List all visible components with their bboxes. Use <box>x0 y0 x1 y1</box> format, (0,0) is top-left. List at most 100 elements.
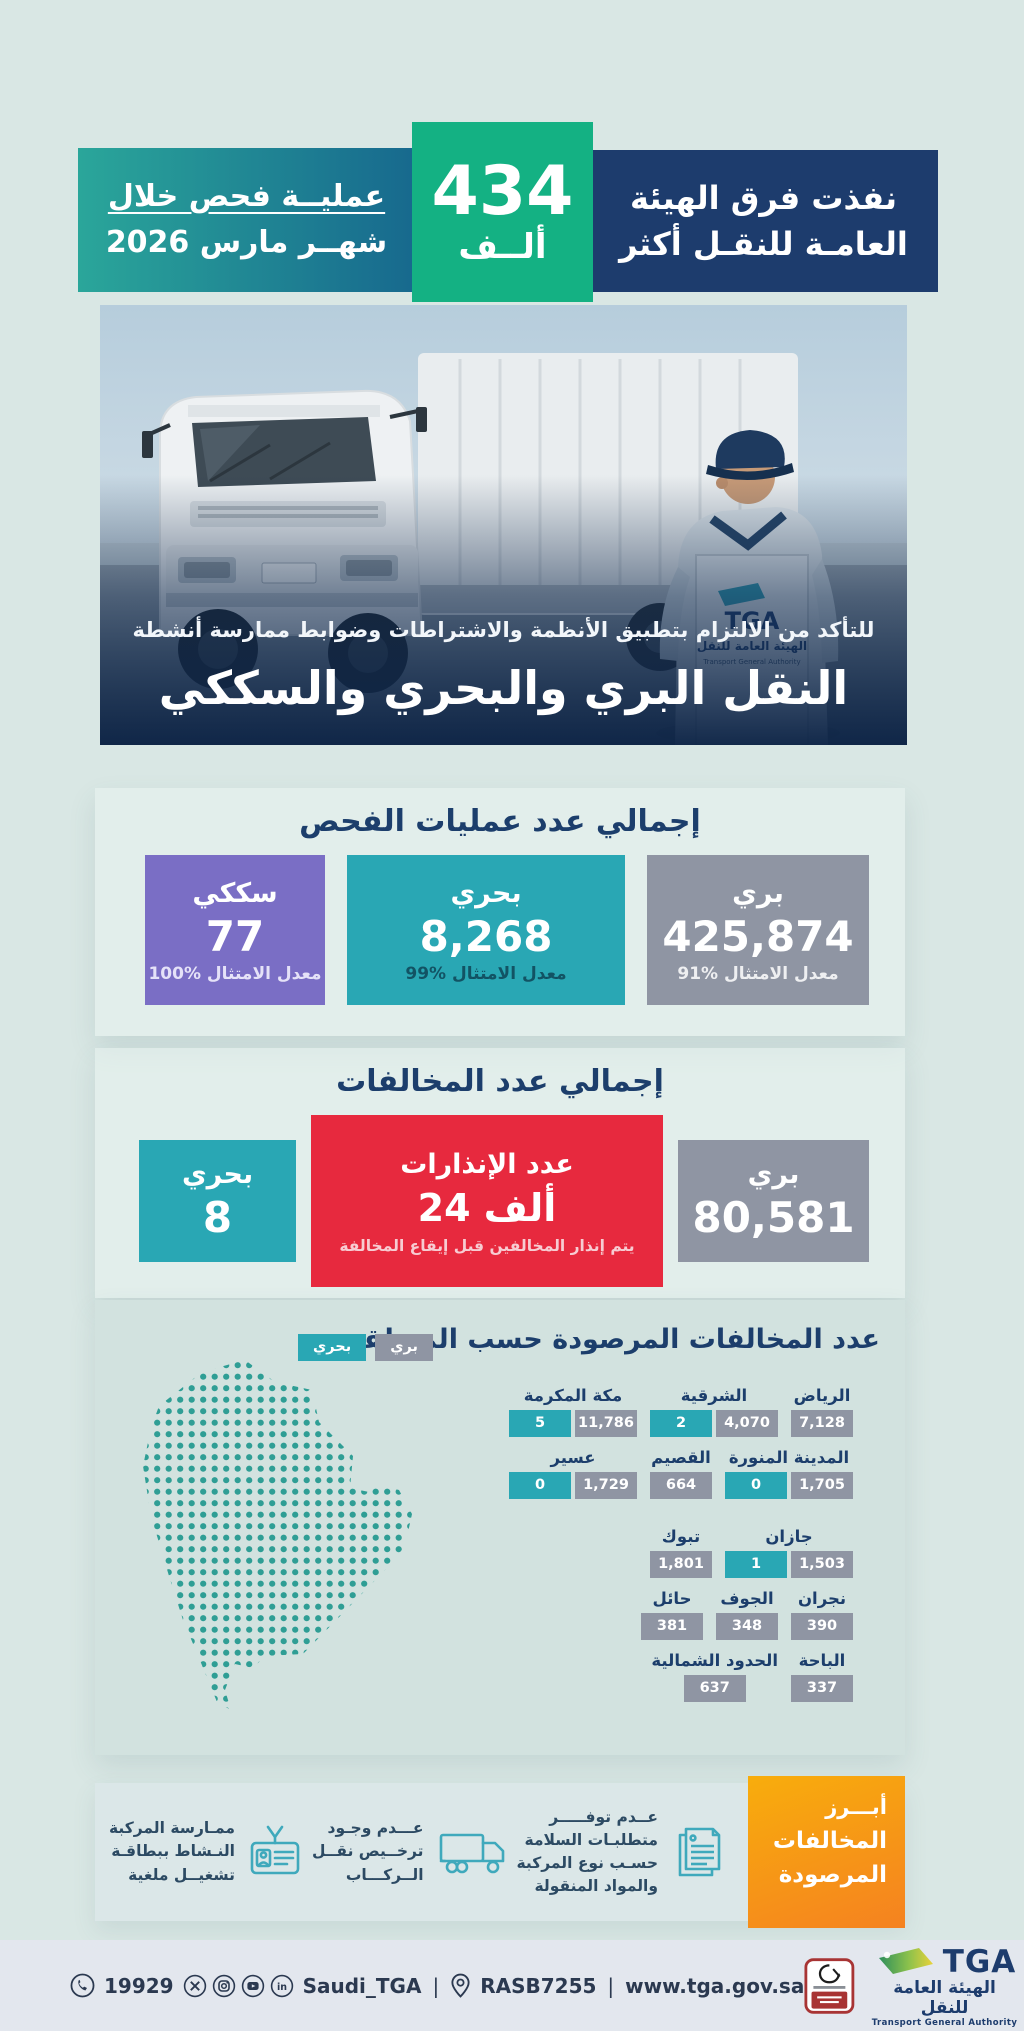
card-violations-land: بري 80,581 <box>678 1140 869 1262</box>
inspections-cards: بري 425,874 معدل الامتثال %91 بحري 8,268… <box>95 839 905 1005</box>
header-big-unit: ألــف <box>458 227 547 268</box>
region-makkah: مكة المكرمة 11,786 5 <box>509 1386 637 1437</box>
card-label: بري <box>732 878 784 910</box>
region-row: جازان 1,503 1 تبوك 1,801 <box>423 1527 853 1578</box>
region-riyadh: الرياض 7,128 <box>791 1386 853 1437</box>
land-value: 381 <box>641 1613 703 1640</box>
land-value: 637 <box>683 1675 746 1702</box>
card-label: بري <box>747 1159 800 1191</box>
inspections-section: إجمالي عدد عمليات الفحص بري 425,874 معدل… <box>95 788 905 1036</box>
region-row: نجران 390 الجوف 348 حائل 381 <box>423 1589 853 1640</box>
footer-contacts: 19929 in Saudi_TGA | <box>70 1973 804 1998</box>
linkedin-icon[interactable]: in <box>270 1974 294 1998</box>
region-qassim: القصيم 664 <box>650 1448 712 1499</box>
land-value: 11,786 <box>575 1410 637 1437</box>
region-row: المدينة المنورة 1,705 0 القصيم 664 عسير … <box>423 1448 853 1499</box>
card-label: بحري <box>181 1159 254 1191</box>
violation-text: عـــدم وجـود ترخــيص نقــل الــركـــاب <box>312 1819 424 1884</box>
land-value: 1,705 <box>791 1472 853 1499</box>
tga-logo-mark <box>878 1947 933 1974</box>
violations-cards: بري 80,581 عدد الإنذارات 24 ألف يتم إنذا… <box>95 1099 905 1287</box>
location-pin-icon <box>451 1973 470 1998</box>
hero-title: النقل البري والبحري والسككي <box>158 661 849 715</box>
violation-text: عــدم توفـــــر متطلبـات السلامة حسـب نو… <box>516 1807 658 1896</box>
footer-separator: | <box>607 1973 615 1998</box>
card-note: معدل الامتثال %99 <box>405 963 567 984</box>
footer-phone[interactable]: 19929 <box>104 1973 174 1998</box>
land-value: 7,128 <box>791 1410 853 1437</box>
card-warnings: عدد الإنذارات 24 ألف يتم إنذار المخالفين… <box>311 1115 663 1287</box>
region-jouf: الجوف 348 <box>716 1589 778 1640</box>
violations-section: إجمالي عدد المخالفات بري 80,581 عدد الإن… <box>95 1048 905 1298</box>
card-inspections-sea: بحري 8,268 معدل الامتثال %99 <box>347 855 625 1005</box>
warnings-title: عدد الإنذارات <box>400 1149 574 1181</box>
card-note: معدل الامتثال %100 <box>148 963 322 984</box>
header-big-number: 434 <box>431 151 574 231</box>
region-row: الرياض 7,128 الشرقية 4,070 2 مكة المكرمة… <box>423 1386 853 1437</box>
hero-tagline: للتأكد من الالتزام بتطبيق الأنظمة والاشت… <box>132 618 875 642</box>
top-violations-heading: أبـــرز المخالفات المرصودة <box>748 1776 905 1928</box>
warnings-value: 24 ألف <box>417 1185 557 1230</box>
top-violations-items: عــدم توفـــــر متطلبـات السلامة حسـب نو… <box>109 1783 727 1921</box>
region-row: الباحة 337 الحدود الشمالية 637 <box>423 1651 853 1702</box>
region-najran: نجران 390 <box>791 1589 853 1640</box>
legend-chip-sea[interactable]: بحري <box>298 1334 367 1361</box>
card-value: 8,268 <box>419 912 553 962</box>
inspections-title: إجمالي عدد عمليات الفحص <box>299 804 701 839</box>
truck-icon <box>439 1833 504 1874</box>
instagram-icon[interactable] <box>212 1974 236 1998</box>
region-eastern: الشرقية 4,070 2 <box>650 1386 778 1437</box>
footer-social-icons: in <box>183 1974 294 1998</box>
certification-badge-icon <box>804 1957 855 2014</box>
svg-text:in: in <box>277 1982 287 1993</box>
sea-value: 0 <box>509 1472 571 1499</box>
truck-scene-illustration: TGA الهيئة العامة للنقل Transport Genera… <box>100 305 907 745</box>
tga-logo-abbr: TGA <box>942 1943 1017 1980</box>
hero-photo: TGA الهيئة العامة للنقل Transport Genera… <box>100 305 907 745</box>
footer-address-code: RASB7255 <box>480 1973 597 1998</box>
footer-separator: | <box>432 1973 440 1998</box>
card-value: 77 <box>205 912 265 962</box>
card-value: 80,581 <box>692 1193 855 1243</box>
land-value: 390 <box>791 1613 853 1640</box>
land-value: 4,070 <box>716 1410 778 1437</box>
header-period-line1: عمليــة فحص خلال <box>107 178 386 214</box>
card-inspections-rail: سككي 77 معدل الامتثال %100 <box>145 855 325 1005</box>
header-number-box: 434 ألــف <box>412 122 593 302</box>
documents-icon <box>678 1827 721 1877</box>
region-jazan: جازان 1,503 1 <box>725 1527 853 1578</box>
region-northern-borders: الحدود الشمالية 637 <box>651 1651 778 1702</box>
land-value: 1,503 <box>791 1551 853 1578</box>
land-value: 1,729 <box>575 1472 637 1499</box>
phone-icon[interactable] <box>70 1973 95 1998</box>
region-hail: حائل 381 <box>641 1589 703 1640</box>
youtube-icon[interactable] <box>241 1974 265 1998</box>
footer-handle[interactable]: Saudi_TGA <box>302 1973 422 1998</box>
sea-value: 1 <box>725 1551 787 1578</box>
header-period-box: عمليــة فحص خلال شهــر مارس 2026 <box>78 148 415 292</box>
card-label: بحري <box>450 878 522 910</box>
footer-website[interactable]: www.tga.gov.sa <box>625 1973 805 1998</box>
card-note: معدل الامتثال %91 <box>677 963 839 984</box>
map-legend: بحري بري <box>298 1334 433 1361</box>
violations-title: إجمالي عدد المخالفات <box>336 1064 664 1099</box>
violation-text: ممـارسة المركبة النـشاط ببطاقـة تشغيــل … <box>109 1819 235 1884</box>
violation-item-card: ممـارسة المركبة النـشاط ببطاقـة تشغيــل … <box>109 1817 304 1887</box>
saudi-arabia-dot-map <box>143 1360 412 1710</box>
map-title: عدد المخالفات المرصودة حسب المنطقة <box>347 1324 880 1355</box>
tga-logo: TGA الهيئة العامة للنقل Transport Genera… <box>871 1944 1018 2028</box>
land-value: 337 <box>791 1675 853 1702</box>
legend-chip-land[interactable]: بري <box>375 1334 433 1361</box>
region-tabuk: تبوك 1,801 <box>650 1527 712 1578</box>
sea-value: 0 <box>725 1472 787 1499</box>
tga-logo-name-ar: الهيئة العامة للنقل <box>893 1977 996 2018</box>
card-violations-sea: بحري 8 <box>139 1140 296 1262</box>
warnings-note: يتم إنذار المخالفين قبل إيقاع المخالفة <box>339 1236 635 1255</box>
footer: 19929 in Saudi_TGA | <box>0 1940 1024 2031</box>
header-intro-box: نفذت فرق الهيئة العامـة للنقـل أكثر <box>589 150 938 292</box>
sea-value: 2 <box>650 1410 712 1437</box>
header-intro-line2: العامـة للنقـل أكثر <box>619 225 908 263</box>
sea-value: 5 <box>509 1410 571 1437</box>
x-twitter-icon[interactable] <box>183 1974 207 1998</box>
